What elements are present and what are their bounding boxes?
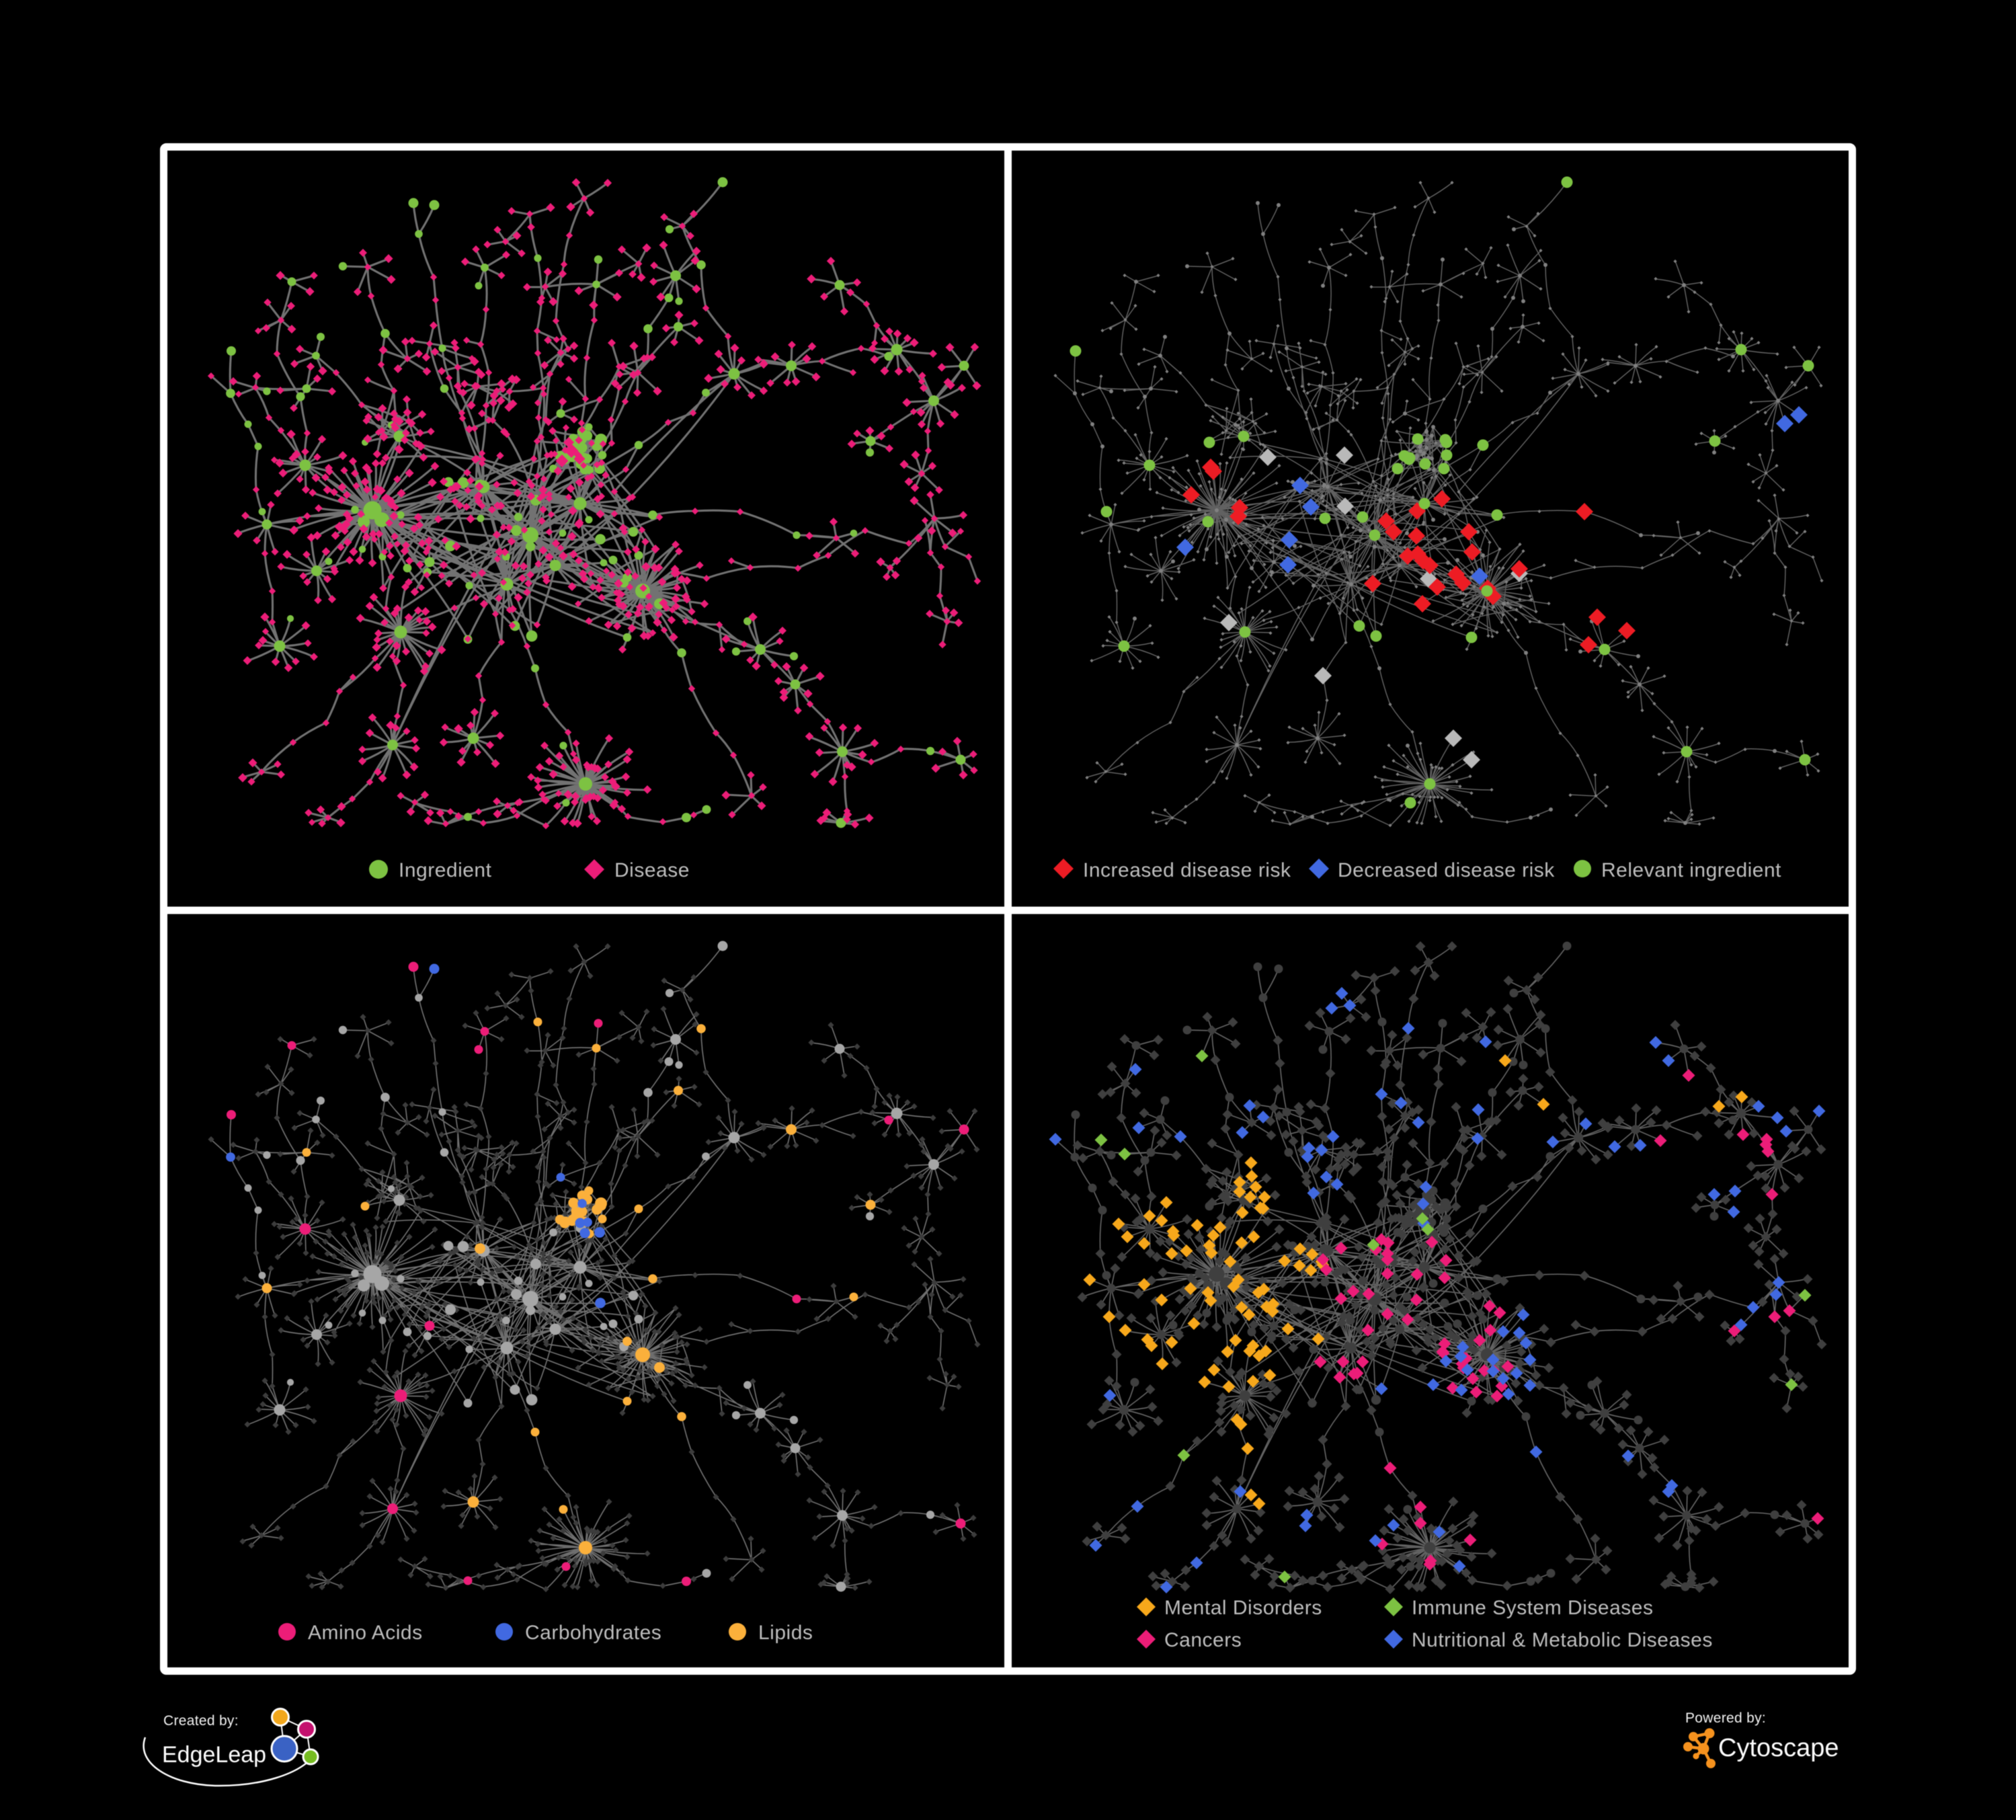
svg-text:Disease: Disease [614, 859, 690, 881]
svg-text:Decreased disease risk: Decreased disease risk [1338, 859, 1555, 881]
svg-text:Cancers: Cancers [1164, 1629, 1242, 1651]
svg-text:Carbohydrates: Carbohydrates [525, 1622, 661, 1644]
svg-text:EdgeLeap: EdgeLeap [162, 1742, 266, 1768]
svg-text:Amino Acids: Amino Acids [308, 1622, 423, 1644]
svg-text:Relevant ingredient: Relevant ingredient [1601, 859, 1781, 881]
svg-text:Lipids: Lipids [758, 1622, 813, 1644]
svg-text:Nutritional & Metabolic Diseas: Nutritional & Metabolic Diseases [1412, 1629, 1713, 1651]
svg-text:Increased disease risk: Increased disease risk [1083, 859, 1291, 881]
svg-text:Powered by:: Powered by: [1685, 1710, 1766, 1726]
svg-text:Mental Disorders: Mental Disorders [1164, 1597, 1322, 1619]
svg-text:Cytoscape: Cytoscape [1718, 1734, 1839, 1762]
svg-text:Ingredient: Ingredient [399, 859, 492, 881]
svg-text:Immune System Diseases: Immune System Diseases [1412, 1597, 1653, 1619]
svg-text:Created by:: Created by: [163, 1713, 239, 1729]
